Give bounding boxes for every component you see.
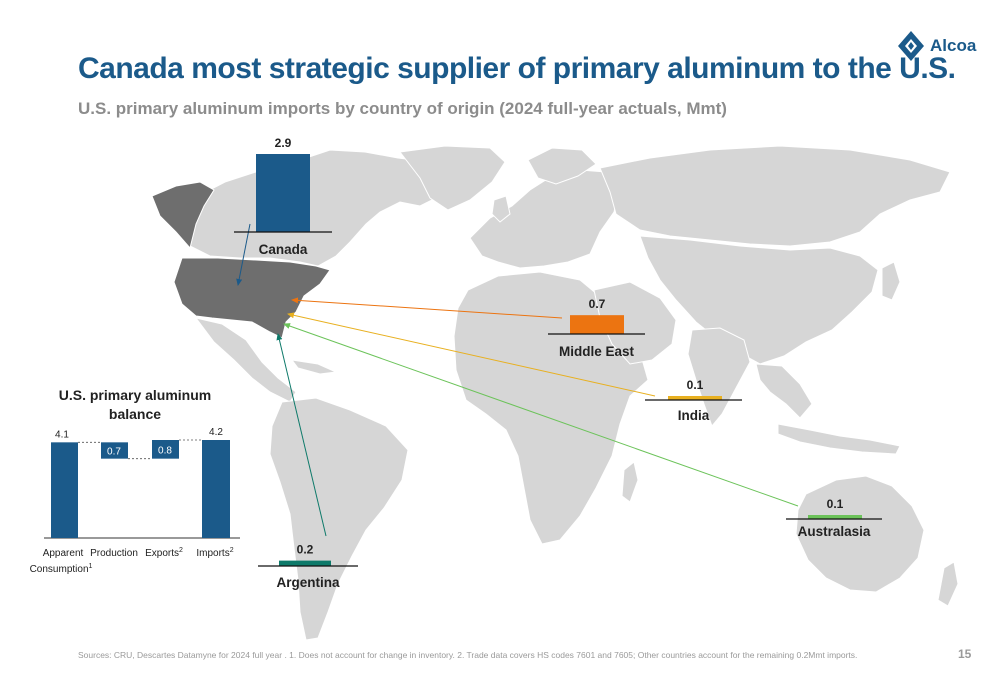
bar-middle-east — [570, 315, 624, 334]
balance-value-label: 4.2 — [209, 427, 223, 438]
map-uk — [491, 195, 511, 223]
country-label-middle-east: Middle East — [559, 344, 635, 359]
country-label-canada: Canada — [259, 242, 308, 257]
map-south-america — [269, 397, 409, 641]
map-alaska — [151, 181, 215, 250]
map-new-zealand — [937, 561, 959, 607]
balance-chart-title: U.S. primary aluminum balance — [58, 387, 212, 422]
bar-argentina — [279, 560, 331, 566]
map-bar-chart: 2.9 Canada 0.7 Middle East 0.1 India 0.1 Austra… — [234, 136, 882, 590]
map-australia — [795, 475, 925, 593]
flow-arrow-argentina — [276, 333, 327, 537]
flow-arrow-india — [287, 312, 656, 397]
page-subtitle: U.S. primary aluminum imports by country… — [78, 99, 727, 118]
map-indonesia — [777, 423, 901, 455]
map-japan — [881, 261, 901, 301]
country-label-australasia: Australasia — [798, 524, 871, 539]
balance-category-label: Apparent — [43, 548, 84, 559]
map-usa — [173, 257, 331, 339]
flow-arrow-canada — [236, 223, 251, 286]
map-southeast-asia — [755, 363, 813, 419]
balance-category-label: Exports2 — [145, 547, 183, 559]
map-europe — [469, 169, 621, 269]
page-number: 15 — [958, 647, 972, 661]
alcoa-logo: Alcoa — [896, 28, 976, 64]
flow-arrow-australasia — [283, 323, 799, 507]
flow-arrows — [236, 223, 799, 537]
balance-waterfall-chart: 4.1 0.7 0.8 4.2 Apparent Consumption1 Producti… — [30, 427, 240, 575]
bar-canada — [256, 154, 310, 232]
balance-value-label: 0.7 — [107, 447, 121, 458]
value-label-australasia: 0.1 — [827, 497, 844, 511]
balance-category-label: Imports2 — [196, 547, 233, 559]
map-scandinavia — [527, 147, 597, 185]
map-canada — [181, 149, 451, 267]
footnote: Sources: CRU, Descartes Datamyne for 202… — [78, 650, 858, 660]
value-label-argentina: 0.2 — [297, 543, 314, 557]
map-land — [181, 145, 959, 641]
balance-bar-exports — [152, 440, 179, 459]
balance-bar-production — [101, 442, 128, 459]
balance-category-label: Production — [90, 548, 138, 559]
bar-australasia — [808, 515, 862, 519]
map-madagascar — [621, 461, 639, 503]
country-label-argentina: Argentina — [276, 575, 339, 590]
balance-value-label: 0.8 — [158, 445, 172, 456]
page-title: Canada most strategic supplier of primar… — [78, 52, 956, 85]
balance-bar-apparent — [51, 442, 78, 538]
map-india-land — [687, 327, 751, 427]
balance-category-label-line2: Consumption1 — [30, 563, 93, 575]
bar-india — [668, 396, 722, 400]
balance-value-label: 4.1 — [55, 429, 69, 440]
map-greenland — [399, 145, 506, 211]
balance-bar-imports — [202, 440, 230, 538]
value-label-middle-east: 0.7 — [589, 297, 606, 311]
flow-arrow-middle-east — [291, 297, 563, 319]
logo-text: Alcoa — [930, 36, 977, 55]
alcoa-diamond-logo-icon — [898, 31, 924, 61]
value-label-india: 0.1 — [687, 378, 704, 392]
map-caribbean — [290, 359, 338, 375]
map-russia — [599, 145, 951, 247]
value-label-canada: 2.9 — [275, 136, 292, 150]
map-asia — [639, 235, 879, 365]
country-label-india: India — [678, 408, 710, 423]
